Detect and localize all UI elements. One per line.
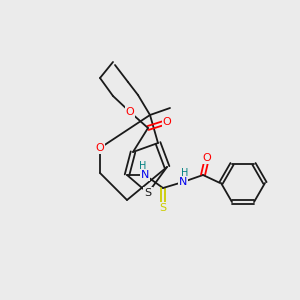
Text: O: O (163, 117, 171, 127)
Text: O: O (126, 107, 134, 117)
Text: O: O (96, 143, 104, 153)
Text: N: N (141, 170, 149, 180)
Text: S: S (159, 203, 167, 213)
Text: N: N (179, 177, 187, 187)
Text: O: O (202, 153, 211, 163)
Text: H: H (139, 161, 147, 171)
Text: S: S (144, 188, 152, 198)
Text: H: H (181, 168, 189, 178)
